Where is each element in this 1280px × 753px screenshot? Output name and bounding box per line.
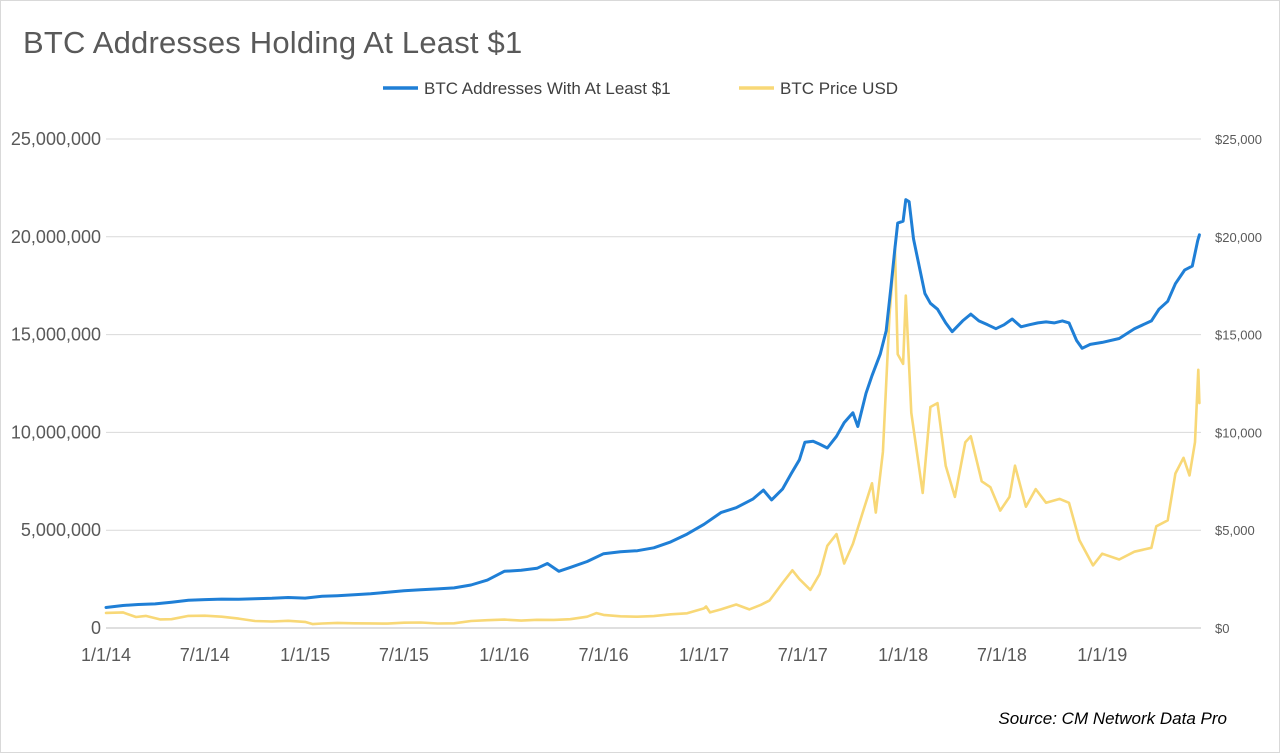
x-tick-label: 1/1/14 — [81, 645, 131, 665]
legend-label-price: BTC Price USD — [780, 79, 898, 98]
gridlines — [106, 138, 1201, 629]
x-tick-label: 1/1/17 — [679, 645, 729, 665]
series-layer — [104, 198, 1201, 626]
chart-title: BTC Addresses Holding At Least $1 — [23, 25, 523, 60]
right-tick-label: $0 — [1215, 621, 1229, 636]
legend-label-addresses: BTC Addresses With At Least $1 — [424, 79, 671, 98]
x-tick-label: 7/1/18 — [977, 645, 1027, 665]
x-tick-label: 7/1/16 — [579, 645, 629, 665]
left-axis-ticks: 0 5,000,000 10,000,000 15,000,000 20,000,000… — [11, 129, 101, 638]
left-tick-label: 10,000,000 — [11, 422, 101, 442]
left-tick-label: 15,000,000 — [11, 325, 101, 345]
right-tick-label: $25,000 — [1215, 132, 1262, 147]
right-tick-label: $20,000 — [1215, 230, 1262, 245]
x-tick-label: 7/1/15 — [379, 645, 429, 665]
left-tick-label: 20,000,000 — [11, 227, 101, 247]
right-tick-label: $10,000 — [1215, 425, 1262, 440]
x-tick-label: 1/1/19 — [1077, 645, 1127, 665]
right-axis-ticks: $0 $5,000 $10,000 $15,000 $20,000 $25,000 — [1215, 132, 1262, 636]
legend: BTC Addresses With At Least $1 BTC Price… — [383, 79, 898, 98]
x-tick-label: 1/1/18 — [878, 645, 928, 665]
x-tick-label: 7/1/14 — [180, 645, 230, 665]
left-tick-label: 5,000,000 — [21, 520, 101, 540]
x-tick-label: 7/1/17 — [778, 645, 828, 665]
x-tick-label: 1/1/15 — [280, 645, 330, 665]
series-line-addresses — [104, 198, 1201, 609]
left-tick-label: 25,000,000 — [11, 129, 101, 149]
x-tick-label: 1/1/16 — [479, 645, 529, 665]
left-tick-label: 0 — [91, 618, 101, 638]
right-tick-label: $15,000 — [1215, 328, 1262, 343]
source-note: Source: CM Network Data Pro — [998, 709, 1227, 728]
right-tick-label: $5,000 — [1215, 523, 1255, 538]
series-line-price — [104, 245, 1201, 626]
x-axis-ticks: 1/1/14 7/1/14 1/1/15 7/1/15 1/1/16 7/1/16 1/1/… — [81, 645, 1127, 665]
